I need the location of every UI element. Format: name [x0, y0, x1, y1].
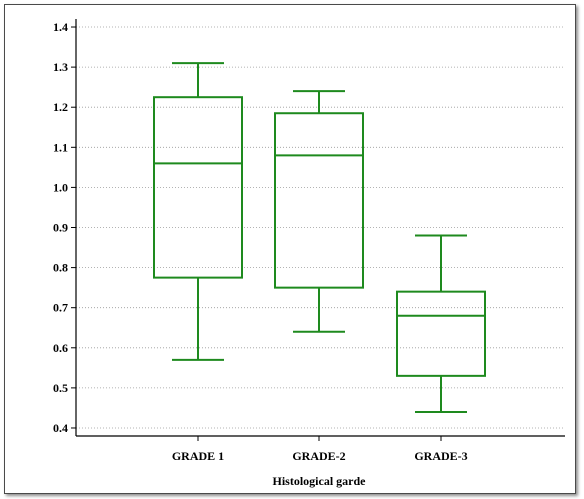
iqr-box: [274, 112, 364, 289]
y-tick-label: 1.4: [53, 20, 68, 34]
box-2: [274, 90, 364, 333]
box-3: [396, 234, 486, 413]
y-tick-label: 0.8: [53, 261, 68, 275]
x-tick-label: GRADE-2: [292, 449, 345, 463]
x-axis-title: Histological garde: [273, 474, 367, 488]
y-tick-label: 0.6: [53, 341, 68, 355]
y-tick-label: 0.9: [53, 221, 68, 235]
iqr-box: [153, 96, 243, 279]
y-axis-ticks: 0.4 0.5 0.6 0.7 0.8 0.9 1.0 1.1 1.2 1.3 1.4: [53, 20, 76, 435]
y-tick-label: 0.7: [53, 301, 68, 315]
y-tick-label: 1.2: [53, 100, 68, 114]
y-tick-label: 1.1: [53, 140, 68, 154]
iqr-box: [396, 290, 486, 377]
box-1: [153, 62, 243, 361]
x-axis-ticks: GRADE 1 GRADE-2 GRADE-3: [172, 436, 468, 463]
x-tick-label: GRADE-3: [414, 449, 467, 463]
chart-frame: [4, 4, 576, 494]
y-tick-label: 0.4: [53, 421, 68, 435]
y-tick-label: 1.3: [53, 60, 68, 74]
box-series: [153, 62, 486, 413]
axes: [75, 19, 565, 437]
x-tick-label: GRADE 1: [172, 449, 224, 463]
grid-lines: [76, 26, 565, 429]
y-tick-label: 0.5: [53, 381, 68, 395]
y-tick-label: 1.0: [53, 180, 68, 194]
